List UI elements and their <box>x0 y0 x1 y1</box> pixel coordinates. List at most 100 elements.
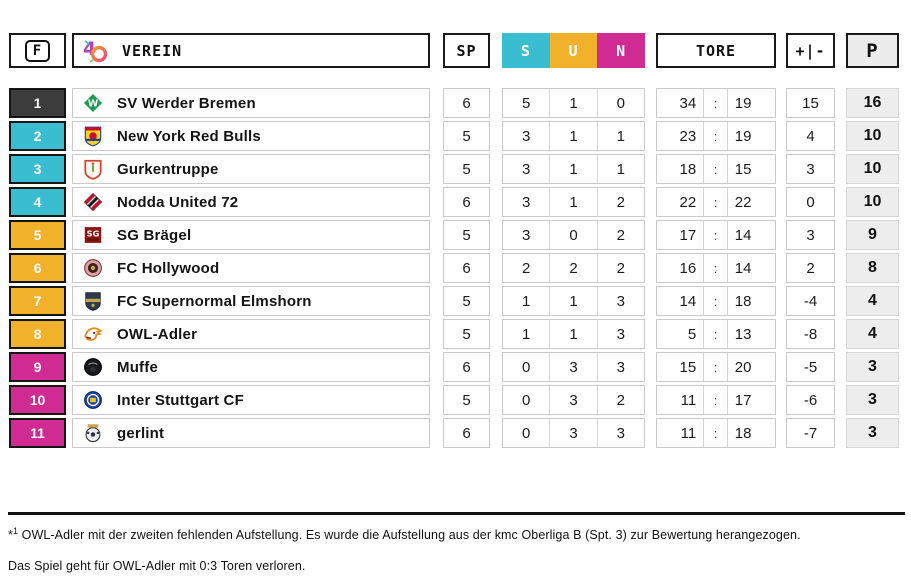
draws-value: 2 <box>549 254 596 282</box>
gerlint-logo <box>82 422 104 444</box>
draws-value: 3 <box>549 419 596 447</box>
sp-cell: 5 <box>443 220 490 250</box>
goals-for: 17 <box>679 226 697 244</box>
tore-cell: 23 : 19 <box>656 121 776 151</box>
team-cell: Gurkentruppe <box>72 154 430 184</box>
sp-cell: 5 <box>443 154 490 184</box>
sp-cell: 5 <box>443 385 490 415</box>
footnote-sup: 1 <box>12 526 19 536</box>
f-key-icon: F <box>24 39 51 62</box>
sun-cell: 1 1 3 <box>502 286 645 316</box>
team-name: Inter Stuttgart CF <box>117 391 244 409</box>
wins-value: 3 <box>521 193 531 211</box>
losses-value: 3 <box>596 419 644 447</box>
goals-for: 22 <box>679 193 697 211</box>
losses-value: 0 <box>596 89 644 117</box>
wins-value: 2 <box>521 259 531 277</box>
rank-badge: 8 <box>9 319 66 349</box>
goal-diff-cell: 0 <box>786 187 835 217</box>
tore-cell: 5 : 13 <box>656 319 776 349</box>
sp-cell: 6 <box>443 88 490 118</box>
goal-diff-cell: 3 <box>786 154 835 184</box>
losses-value: 2 <box>596 254 644 282</box>
goals-colon: : <box>703 419 727 447</box>
sp-cell: 6 <box>443 418 490 448</box>
footnote-text: OWL-Adler mit der zweiten fehlenden Aufs… <box>18 528 801 543</box>
goals-for: 23 <box>679 127 697 145</box>
sp-cell: 6 <box>443 253 490 283</box>
wins-value: 3 <box>521 160 531 178</box>
sun-cell: 2 2 2 <box>502 253 645 283</box>
team-name: Muffe <box>117 358 158 376</box>
points-cell: 4 <box>846 286 899 316</box>
goals-colon: : <box>703 254 727 282</box>
goals-for: 5 <box>687 325 697 343</box>
goals-colon: : <box>703 122 727 150</box>
points-column-header: P <box>846 33 899 68</box>
goal-diff-cell: -6 <box>786 385 835 415</box>
draws-header-badge: U <box>549 33 598 68</box>
tore-cell: 17 : 14 <box>656 220 776 250</box>
table-row: 8 OWL-Adler 5 1 1 3 5 : 13 -8 4 <box>0 319 911 349</box>
wins-value: 3 <box>521 127 531 145</box>
wins-value: 3 <box>521 226 531 244</box>
points-cell: 8 <box>846 253 899 283</box>
team-name: FC Hollywood <box>117 259 220 277</box>
draws-value: 1 <box>549 155 596 183</box>
rank-badge: 11 <box>9 418 66 448</box>
points-cell: 3 <box>846 385 899 415</box>
wins-header-badge: S <box>502 33 550 68</box>
sp-cell: 5 <box>443 286 490 316</box>
footnote-2: Das Spiel geht für OWL-Adler mit 0:3 Tor… <box>8 559 306 573</box>
sun-cell: 5 1 0 <box>502 88 645 118</box>
goals-for: 16 <box>679 259 697 277</box>
team-name: Gurkentruppe <box>117 160 219 178</box>
form-column-header: F <box>9 33 66 68</box>
sv-werder-bremen-logo: W <box>82 92 104 114</box>
goals-against: 19 <box>726 122 775 150</box>
goals-colon: : <box>703 188 727 216</box>
losses-value: 1 <box>596 155 644 183</box>
team-cell: FC Hollywood <box>72 253 430 283</box>
goals-for: 34 <box>679 94 697 112</box>
table-row: 7 FC Supernormal Elmshorn 5 1 1 3 14 : 1… <box>0 286 911 316</box>
nodda-united-72-logo <box>82 191 104 213</box>
team-name: New York Red Bulls <box>117 127 261 145</box>
wins-value: 1 <box>521 325 531 343</box>
tore-cell: 14 : 18 <box>656 286 776 316</box>
losses-header-badge: N <box>597 33 646 68</box>
rank-badge: 3 <box>9 154 66 184</box>
goals-colon: : <box>703 287 727 315</box>
sun-cell: 3 1 2 <box>502 187 645 217</box>
team-cell: New York Red Bulls <box>72 121 430 151</box>
table-row: 1 W SV Werder Bremen 6 5 1 0 34 : 19 15 … <box>0 88 911 118</box>
goal-diff-cell: 4 <box>786 121 835 151</box>
goal-diff-cell: -8 <box>786 319 835 349</box>
sg-braegel-logo: SG <box>82 224 104 246</box>
table-body: 1 W SV Werder Bremen 6 5 1 0 34 : 19 15 … <box>0 88 911 451</box>
sp-cell: 6 <box>443 187 490 217</box>
goal-diff-cell: -7 <box>786 418 835 448</box>
losses-value: 2 <box>596 386 644 414</box>
verein-column-header: 4 VEREIN <box>72 33 430 68</box>
goals-against: 13 <box>726 320 775 348</box>
team-name: SV Werder Bremen <box>117 94 256 112</box>
sp-cell: 6 <box>443 352 490 382</box>
svg-text:SG: SG <box>87 229 100 239</box>
goal-diff-cell: -4 <box>786 286 835 316</box>
losses-value: 3 <box>596 353 644 381</box>
points-cell: 10 <box>846 187 899 217</box>
tore-cell: 34 : 19 <box>656 88 776 118</box>
goals-colon: : <box>703 221 727 249</box>
points-cell: 16 <box>846 88 899 118</box>
points-cell: 4 <box>846 319 899 349</box>
team-name: gerlint <box>117 424 165 442</box>
goals-against: 15 <box>726 155 775 183</box>
fc-supernormal-elmshorn-logo <box>82 290 104 312</box>
draws-value: 3 <box>549 386 596 414</box>
rank-badge: 5 <box>9 220 66 250</box>
goals-against: 20 <box>726 353 775 381</box>
goal-diff-column-header: +|- <box>786 33 835 68</box>
sun-column-header: S U N <box>502 33 646 68</box>
tore-cell: 11 : 17 <box>656 385 776 415</box>
